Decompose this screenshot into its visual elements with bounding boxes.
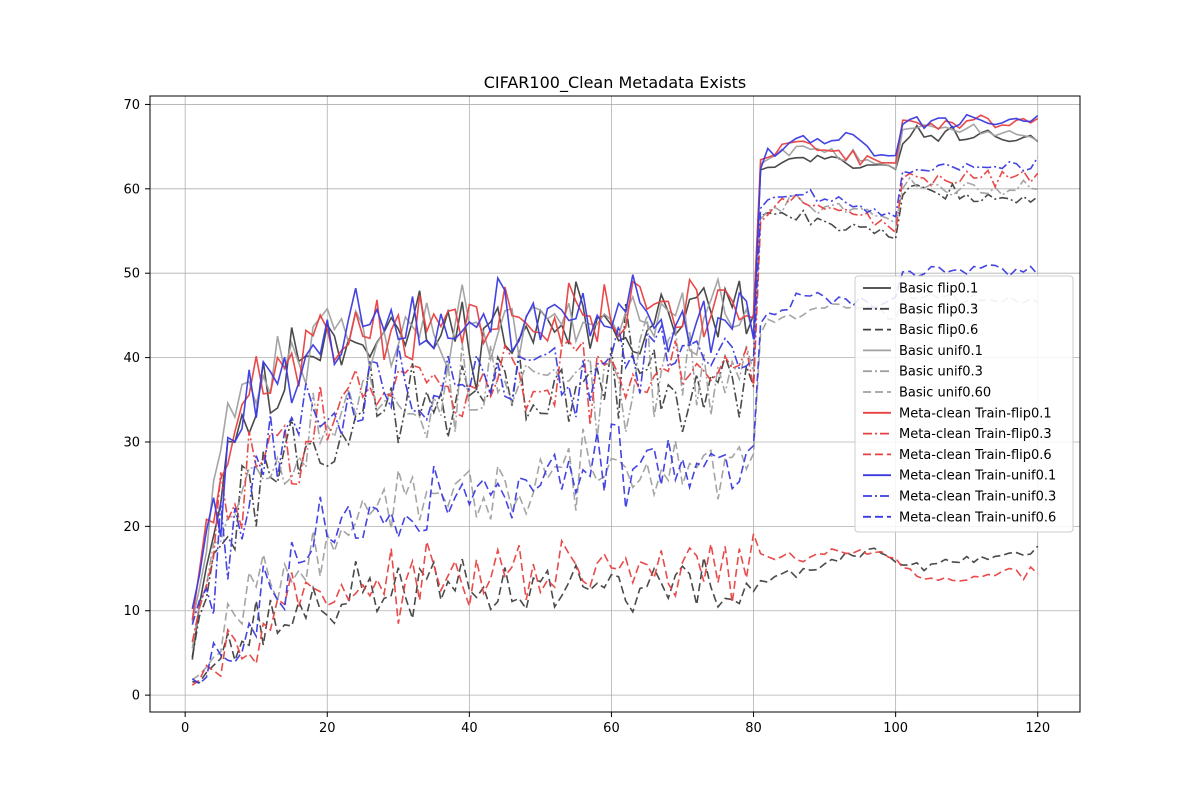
legend: Basic flip0.1 Basic flip0.3 Basic flip0.6 B…: [854, 275, 1074, 533]
x-tick-label: 100: [883, 721, 908, 736]
x-tick-label: 60: [603, 721, 620, 736]
legend-label: Meta-clean Train-unif0.1: [899, 469, 1056, 484]
plot-area-frame: [149, 95, 1081, 713]
legend-label: Meta-clean Train-unif0.6: [899, 510, 1056, 525]
x-tick-label: 80: [745, 721, 762, 736]
series-line: [192, 545, 1039, 684]
y-tick-label: 0: [132, 689, 140, 704]
series-line: [191, 533, 1039, 686]
series-line: [191, 182, 1039, 658]
x-tick-label: 120: [1025, 721, 1050, 736]
x-tick-label: 0: [181, 721, 189, 736]
y-tick-label: 10: [123, 604, 140, 619]
series-line: [191, 123, 1039, 622]
y-tick-label: 70: [123, 98, 140, 113]
legend-label: Basic flip0.3: [899, 302, 978, 317]
y-tick-label: 30: [123, 435, 140, 450]
legend-label: Basic unif0.60: [899, 386, 991, 401]
legend-label: Meta-clean Train-unif0.3: [899, 490, 1056, 505]
x-tick-label: 40: [461, 721, 478, 736]
y-tick-label: 40: [123, 351, 140, 366]
series-line: [191, 263, 1039, 685]
legend-label: Basic unif0.3: [899, 365, 983, 380]
legend-label: Basic unif0.1: [899, 344, 983, 359]
legend-label: Meta-clean Train-flip0.6: [899, 448, 1052, 463]
legend-label: Basic flip0.1: [899, 282, 978, 297]
y-tick-label: 60: [123, 182, 140, 197]
x-tick-label: 20: [319, 721, 336, 736]
series-line: [191, 113, 1039, 610]
legend-label: Meta-clean Train-flip0.1: [899, 406, 1052, 421]
legend-box: [854, 275, 1074, 533]
chart-title: CIFAR100_Clean Metadata Exists: [484, 73, 747, 93]
legend-label: Basic flip0.6: [899, 323, 978, 338]
y-tick-label: 20: [123, 520, 140, 535]
series-line: [191, 156, 1039, 625]
series-line: [191, 168, 1039, 643]
y-axis-ticks: 0 10 20 30 40 50 60 70: [123, 98, 150, 704]
x-axis-ticks: 0 20 40 60 80 100 120: [181, 712, 1050, 736]
legend-label: Meta-clean Train-flip0.3: [899, 427, 1052, 442]
y-tick-label: 50: [123, 267, 140, 282]
